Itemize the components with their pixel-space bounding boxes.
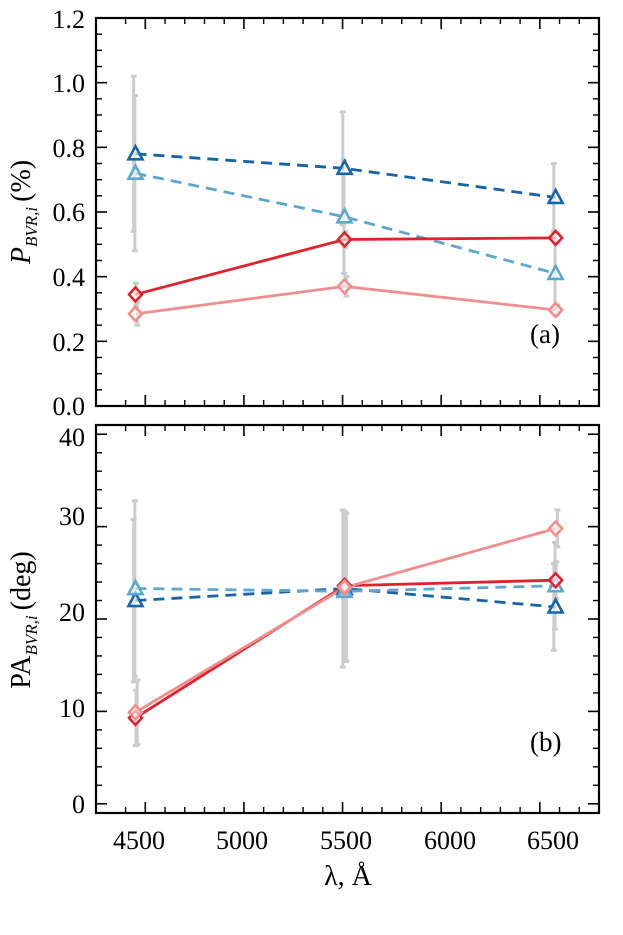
data-point [127, 304, 144, 323]
panel-a-ylabel: PBVR,i (%) [6, 160, 41, 265]
panel-b-ylabel: PABVR,i (deg) [6, 551, 41, 688]
data-point [546, 596, 565, 614]
panel-a-ticks [96, 17, 600, 407]
y-tick-label: 1.2 [53, 5, 86, 34]
panel-b-y-tick-labels: 0 10 20 30 40 [59, 423, 85, 819]
data-point [127, 285, 144, 304]
y-tick-label: 0.0 [53, 392, 86, 421]
data-point [336, 277, 353, 296]
data-point [335, 206, 354, 224]
panel-b-label: (b) [530, 727, 561, 757]
series-line [135, 152, 556, 199]
panel-a-frame [94, 16, 601, 408]
series-line [135, 587, 556, 609]
ylabel-unit: (%) [6, 160, 37, 202]
data-point [127, 703, 144, 722]
ylabel-subscript: BVR,i [22, 615, 41, 655]
y-tick-label: 0.4 [53, 263, 86, 292]
data-point [336, 230, 353, 249]
data-point [335, 158, 354, 176]
y-tick-label: 30 [59, 502, 85, 531]
y-tick-label: 40 [59, 423, 85, 452]
panel-a-label: (a) [530, 319, 560, 349]
panel-b: 0 10 20 30 40 4500 5000 5500 6000 6500 P… [6, 423, 601, 892]
y-tick-label: 1.0 [53, 69, 86, 98]
data-point [547, 301, 564, 319]
panel-b-markers [126, 519, 565, 727]
data-point [547, 228, 564, 247]
data-point [126, 162, 145, 180]
x-tick-label: 6500 [527, 826, 579, 855]
panel-b-errorbars [130, 499, 561, 748]
data-point [126, 143, 145, 161]
y-tick-label: 20 [59, 598, 85, 627]
x-tick-label: 5500 [320, 826, 372, 855]
data-point [336, 578, 353, 597]
y-tick-label: 0.2 [53, 328, 86, 357]
data-point [547, 519, 564, 538]
data-point [546, 187, 565, 205]
panel-a-markers [126, 143, 565, 323]
ylabel-main: P [6, 247, 37, 265]
panel-b-x-tick-labels: 4500 5000 5500 6000 6500 [113, 826, 579, 855]
data-point [126, 590, 145, 608]
y-tick-label: 0 [72, 790, 85, 819]
ylabel-main: PA [6, 655, 37, 689]
series-line [135, 584, 556, 593]
x-axis-title: λ, Å [324, 861, 373, 892]
y-tick-label: 0.6 [53, 198, 86, 227]
y-tick-label: 0.8 [53, 134, 86, 163]
panel-a: 0.0 0.2 0.4 0.6 0.8 1.0 1.2 PBVR,i (%) (a… [6, 5, 601, 421]
x-tick-label: 4500 [113, 826, 165, 855]
data-point [546, 263, 565, 281]
panel-b-ticks [96, 425, 600, 813]
panel-a-y-tick-labels: 0.0 0.2 0.4 0.6 0.8 1.0 1.2 [53, 5, 86, 421]
x-tick-label: 5000 [216, 826, 268, 855]
y-tick-label: 10 [59, 694, 85, 723]
data-point [547, 571, 564, 590]
ylabel-unit: (deg) [6, 551, 37, 610]
data-point [126, 578, 145, 596]
x-tick-label: 6000 [424, 826, 476, 855]
ylabel-subscript: BVR,i [22, 207, 41, 247]
